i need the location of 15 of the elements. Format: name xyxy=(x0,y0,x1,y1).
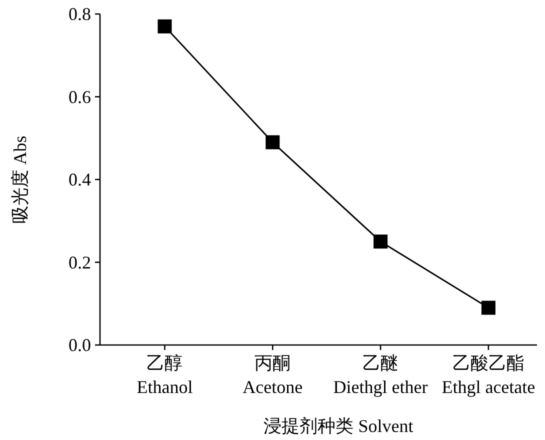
x-axis-title: 浸提剂种类 Solvent xyxy=(264,416,414,436)
y-tick-label: 0.4 xyxy=(68,170,91,190)
y-tick-label: 0.8 xyxy=(68,4,91,24)
x-tick-label: 乙醚 Diethgl ether xyxy=(333,353,428,397)
y-axis-title: 吸光度 Abs xyxy=(10,136,30,224)
y-tick-label: 0.0 xyxy=(68,335,91,355)
point xyxy=(374,234,388,249)
point xyxy=(266,135,280,150)
point xyxy=(158,19,172,34)
x-tick-label: 乙醇 Ethanol xyxy=(136,353,193,397)
y-tick-label: 0.2 xyxy=(68,252,91,272)
y-tick-label: 0.6 xyxy=(68,86,91,107)
x-tick-label: 乙酸乙酯 Ethgl acetate xyxy=(442,353,536,397)
x-tick-label: 丙酮 Acetone xyxy=(242,353,303,397)
point xyxy=(481,300,496,315)
